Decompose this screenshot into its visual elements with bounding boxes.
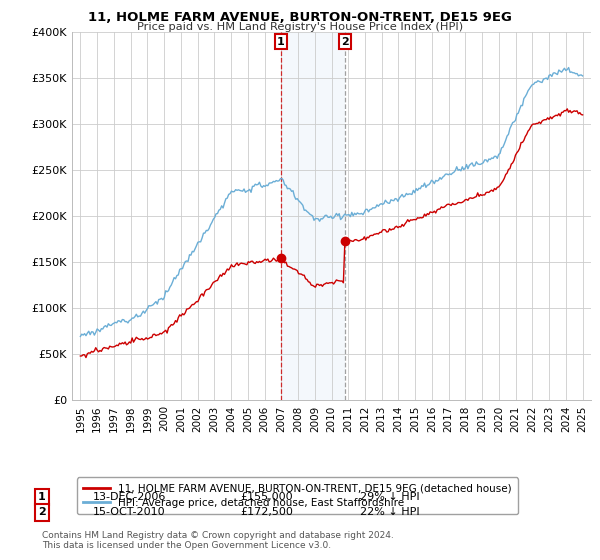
Text: Price paid vs. HM Land Registry's House Price Index (HPI): Price paid vs. HM Land Registry's House …	[137, 22, 463, 32]
Text: Contains HM Land Registry data © Crown copyright and database right 2024.
This d: Contains HM Land Registry data © Crown c…	[42, 531, 394, 550]
Text: 2: 2	[341, 36, 349, 46]
Text: £155,000: £155,000	[240, 492, 293, 502]
Text: 13-DEC-2006: 13-DEC-2006	[93, 492, 166, 502]
Text: 11, HOLME FARM AVENUE, BURTON-ON-TRENT, DE15 9EG: 11, HOLME FARM AVENUE, BURTON-ON-TRENT, …	[88, 11, 512, 24]
Bar	[281, 32, 345, 400]
Text: 1: 1	[277, 36, 284, 46]
Text: 15-OCT-2010: 15-OCT-2010	[93, 507, 166, 517]
Text: 1: 1	[38, 492, 46, 502]
Text: 22% ↓ HPI: 22% ↓ HPI	[360, 507, 419, 517]
Text: £172,500: £172,500	[240, 507, 293, 517]
Legend: 11, HOLME FARM AVENUE, BURTON-ON-TRENT, DE15 9EG (detached house), HPI: Average : 11, HOLME FARM AVENUE, BURTON-ON-TRENT, …	[77, 478, 518, 514]
Text: 29% ↓ HPI: 29% ↓ HPI	[360, 492, 419, 502]
Text: 2: 2	[38, 507, 46, 517]
